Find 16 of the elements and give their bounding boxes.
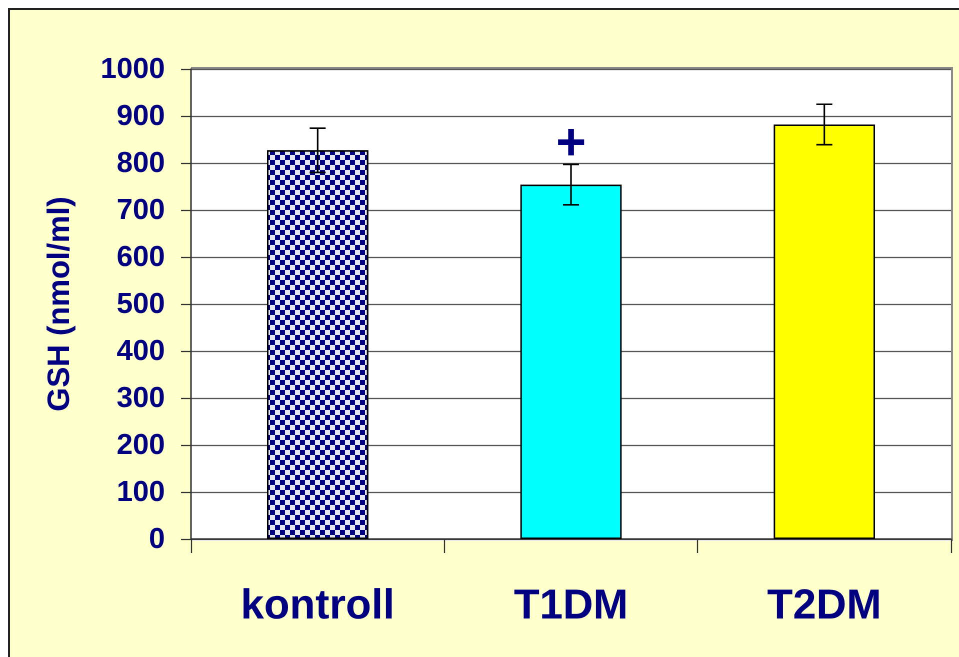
- y-tick-label: 700: [116, 194, 165, 226]
- annotation: +: [556, 113, 586, 172]
- y-tick-label: 0: [148, 523, 165, 555]
- y-tick-label: 800: [116, 147, 165, 179]
- x-tick-label: T2DM: [767, 580, 882, 628]
- y-tick-label: 600: [116, 241, 165, 273]
- y-tick-label: 200: [116, 429, 165, 461]
- y-axis-title: GSH (nmol/ml): [41, 196, 76, 412]
- x-tick-label: kontroll: [240, 580, 395, 628]
- y-tick-label: 500: [116, 288, 165, 320]
- y-tick-label: 1000: [100, 53, 165, 85]
- y-tick-label: 100: [116, 476, 165, 508]
- y-tick-label: 400: [116, 335, 165, 367]
- x-tick-label: T1DM: [514, 580, 628, 628]
- y-tick-label: 300: [116, 382, 165, 414]
- y-tick-label: 900: [116, 100, 165, 132]
